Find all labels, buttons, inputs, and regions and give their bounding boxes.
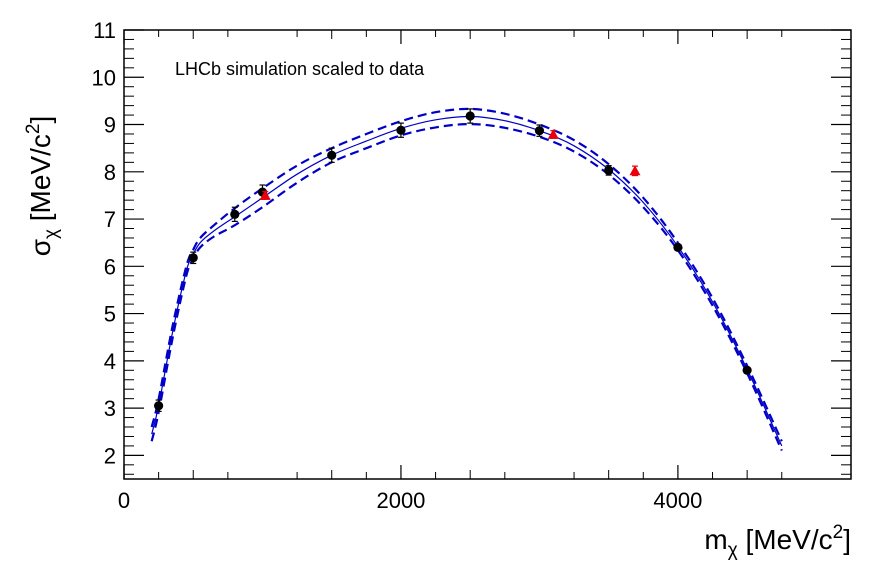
y-tick-label: 5 [104,302,116,327]
y-axis-title: σχ [MeV/c2] [23,116,62,257]
y-tick-label: 3 [104,396,116,421]
x-axis-title-unit: [MeV/c [738,524,833,555]
triangle-point [629,165,641,176]
x-axis-title-sub: χ [728,540,738,561]
fit-band-lower [150,122,783,452]
data-point [230,209,240,219]
data-point [742,365,752,375]
y-tick-label: 8 [104,160,116,185]
data-point [534,126,545,136]
data-points [154,108,752,413]
data-point [396,125,406,135]
triangle-point [547,128,559,139]
y-tick-label: 10 [92,65,116,90]
fit-curve [151,115,783,447]
y-tick-label: 6 [104,254,116,279]
x-axis-title-base: m [704,524,727,555]
data-point [673,242,683,253]
y-axis-title-base: σ [25,239,56,256]
data-point [604,165,614,175]
fit-band-upper [150,107,783,442]
data-point [188,253,198,263]
x-tick-label: 4000 [653,488,702,513]
data-point [465,111,475,121]
data-point [327,150,337,160]
y-tick-label: 2 [104,443,116,468]
y-tick-label: 9 [104,113,116,138]
y-tick-label: 7 [104,207,116,232]
x-tick-label: 0 [118,488,130,513]
data-point [154,401,164,411]
chart-annotation: LHCb simulation scaled to data [175,59,425,79]
fit-curve-group [151,115,783,447]
triangle-point [259,189,271,200]
x-axis-title-sup: 2 [833,522,844,543]
x-axis-title: mχ [MeV/c2] [704,522,851,561]
y-axis-title-sub: χ [41,229,62,239]
y-axis-title-sup: 2 [23,124,44,135]
y-tick-label: 11 [93,18,116,43]
y-tick-label: 4 [104,349,116,374]
fit-uncertainty-band [150,107,783,452]
y-axis-title-close: ] [25,116,56,124]
x-axis-title-close: ] [843,524,851,555]
plot-frame [123,29,852,480]
y-axis-title-unit: [MeV/c [25,134,56,229]
x-tick-label: 2000 [376,488,425,513]
axis-ticks: 0 2000 4000 2 3 4 5 6 7 8 9 10 11 [92,18,852,513]
